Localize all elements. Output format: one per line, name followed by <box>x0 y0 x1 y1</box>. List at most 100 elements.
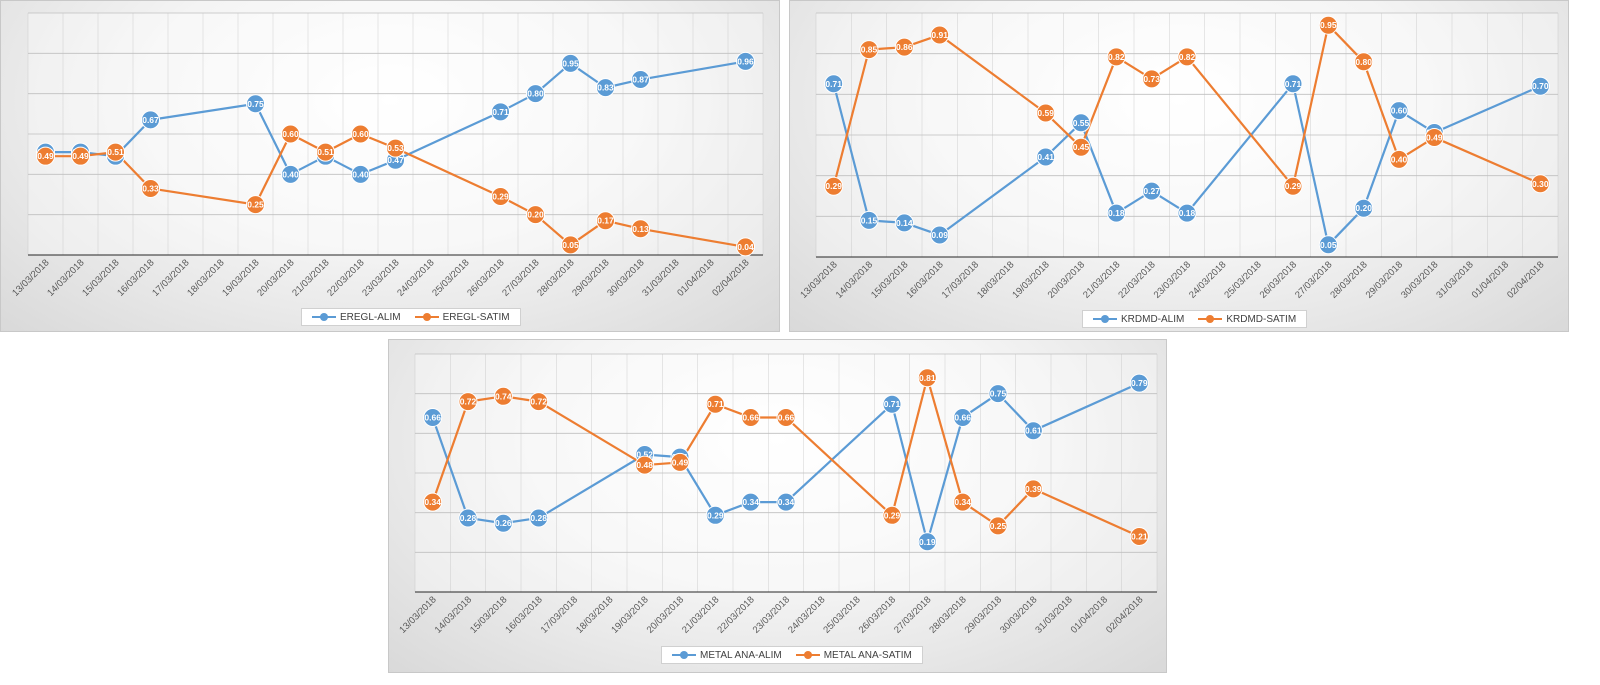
chart-svg-metal-ana: 13/03/201814/03/201815/03/201816/03/2018… <box>397 353 1158 636</box>
data-point-alim <box>917 532 937 552</box>
x-tick-label: 28/03/2018 <box>1328 259 1369 300</box>
data-point-satim <box>281 124 300 144</box>
chart-svg-eregl: 13/03/201814/03/201815/03/201816/03/2018… <box>10 12 764 299</box>
data-label-alim: 0.71 <box>825 79 842 89</box>
data-label-alim: 0.80 <box>527 89 544 99</box>
legend-label: EREGL-SATIM <box>442 311 510 323</box>
x-tick-label: 24/03/2018 <box>786 594 827 635</box>
x-tick-label: 16/03/2018 <box>503 594 544 635</box>
legend-eregl: EREGL-ALIM EREGL-SATIM <box>301 308 521 326</box>
legend-label: KRDMD-SATIM <box>1226 313 1297 325</box>
data-point-alim <box>894 213 914 233</box>
data-label-alim: 0.75 <box>990 389 1007 399</box>
data-point-alim <box>705 505 725 525</box>
data-label-satim: 0.45 <box>1073 142 1090 152</box>
data-point-alim <box>930 225 950 245</box>
data-label-satim: 0.73 <box>1143 74 1160 84</box>
data-label-alim: 0.75 <box>247 99 264 109</box>
data-label-alim: 0.18 <box>1108 208 1125 218</box>
data-label-alim: 0.15 <box>861 215 878 225</box>
legend-marker-satim-icon <box>795 651 820 659</box>
data-point-satim <box>1129 526 1149 546</box>
data-label-alim: 0.47 <box>387 155 404 165</box>
x-tick-label: 29/03/2018 <box>963 594 1004 635</box>
data-label-alim: 0.28 <box>530 513 547 523</box>
data-point-satim <box>36 146 55 166</box>
data-point-alim <box>1389 101 1409 121</box>
data-point-alim <box>561 53 580 73</box>
data-point-alim <box>631 70 650 90</box>
x-tick-label: 23/03/2018 <box>1152 259 1193 300</box>
data-label-alim: 0.71 <box>492 107 509 117</box>
data-label-alim: 0.27 <box>1143 186 1160 196</box>
data-point-alim <box>1354 198 1374 218</box>
x-tick-label: 21/03/2018 <box>680 594 721 635</box>
legend-marker-alim-icon <box>672 651 696 659</box>
x-tick-label: 13/03/2018 <box>798 259 839 300</box>
data-point-satim <box>1071 137 1091 157</box>
data-label-satim: 0.29 <box>884 510 901 520</box>
data-label-satim: 0.05 <box>562 240 579 250</box>
data-label-alim: 0.18 <box>1179 208 1196 218</box>
data-point-satim <box>386 138 405 158</box>
data-label-satim: 0.72 <box>460 397 477 407</box>
data-point-alim <box>882 394 902 414</box>
legend-item-eregl-alim: EREGL-ALIM <box>312 312 401 323</box>
data-label-alim: 0.67 <box>142 115 159 125</box>
data-point-alim <box>953 407 973 427</box>
data-label-alim: 0.34 <box>778 497 795 507</box>
data-label-satim: 0.48 <box>636 460 653 470</box>
data-label-satim: 0.66 <box>742 412 759 422</box>
x-tick-label: 23/03/2018 <box>751 594 792 635</box>
data-point-satim <box>596 211 615 231</box>
data-point-satim <box>1354 52 1374 72</box>
legend-metal-ana: METAL ANA-ALIM METAL ANA-SATIM <box>661 646 923 664</box>
data-point-satim <box>1142 69 1162 89</box>
legend-item-krdmd-satim: KRDMD-SATIM <box>1198 314 1296 325</box>
data-point-alim <box>246 94 265 114</box>
x-tick-label: 28/03/2018 <box>927 594 968 635</box>
data-point-alim <box>1283 74 1303 94</box>
data-point-alim <box>141 110 160 130</box>
data-label-alim: 0.19 <box>919 537 936 547</box>
data-point-satim <box>1424 127 1444 147</box>
data-point-satim <box>631 219 650 239</box>
data-label-satim: 0.49 <box>72 151 89 161</box>
data-point-satim <box>491 187 510 207</box>
data-label-satim: 0.29 <box>492 192 509 202</box>
data-label-satim: 0.20 <box>527 210 544 220</box>
data-point-satim <box>1036 103 1056 123</box>
data-point-alim <box>859 210 879 230</box>
data-point-alim <box>1023 421 1043 441</box>
legend-marker-alim-icon <box>1093 315 1117 323</box>
data-label-alim: 0.40 <box>282 169 299 179</box>
chart-panel-krdmd: 13/03/2018 14/03/2018 15/03/2018 16/03/2018… <box>789 0 1569 332</box>
x-tick-label: 29/03/2018 <box>1364 259 1405 300</box>
data-point-satim <box>894 37 914 57</box>
legend-label: KRDMD-ALIM <box>1121 313 1185 325</box>
data-label-alim: 0.28 <box>460 513 477 523</box>
x-tick-label: 14/03/2018 <box>433 594 474 635</box>
x-tick-label: 16/03/2018 <box>904 259 945 300</box>
data-label-satim: 0.40 <box>1391 154 1408 164</box>
data-label-alim: 0.83 <box>597 83 614 93</box>
data-point-alim <box>351 164 370 184</box>
data-point-alim <box>741 492 761 512</box>
data-point-satim <box>741 407 761 427</box>
legend-label: EREGL-ALIM <box>340 311 401 323</box>
data-label-satim: 0.82 <box>1179 52 1196 62</box>
data-label-alim: 0.70 <box>1532 81 1549 91</box>
legend-marker-satim-icon <box>1198 315 1223 323</box>
data-point-satim <box>106 142 125 162</box>
x-tick-label: 21/03/2018 <box>1081 259 1122 300</box>
x-tick-label: 27/03/2018 <box>1293 259 1334 300</box>
data-point-satim <box>824 176 844 196</box>
data-label-satim: 0.17 <box>597 216 614 226</box>
data-point-alim <box>529 508 549 528</box>
data-label-satim: 0.66 <box>778 412 795 422</box>
data-label-satim: 0.51 <box>107 147 124 157</box>
data-label-satim: 0.86 <box>896 42 913 52</box>
x-tick-label: 31/03/2018 <box>1434 259 1475 300</box>
x-tick-label: 15/03/2018 <box>468 594 509 635</box>
x-tick-label: 25/03/2018 <box>1222 259 1263 300</box>
